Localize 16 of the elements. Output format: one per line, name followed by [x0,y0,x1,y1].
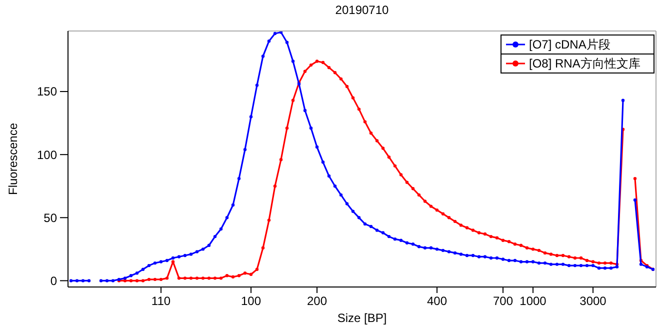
x-tick-label: 400 [426,294,448,308]
x-tick-label: 110 [151,294,171,308]
y-tick-label: 50 [44,210,58,225]
y-tick-label: 0 [50,274,58,288]
x-tick-label: 1000 [520,294,547,308]
y-tick-label: 100 [36,148,58,162]
legend-label: [O8] RNA方向性文库 [529,56,640,71]
y-axis-title: Fluorescence [6,122,20,196]
x-tick-label: 100 [240,294,262,308]
x-axis-title: Size [BP] [337,311,387,325]
chart-title: 20190710 [335,3,390,17]
y-tick-label: 150 [36,84,58,99]
x-tick-label: 700 [492,294,514,308]
x-tick-label: 3000 [580,294,607,308]
x-tick-label: 200 [306,294,328,308]
legend-label: [O7] cDNA片段 [529,38,610,52]
